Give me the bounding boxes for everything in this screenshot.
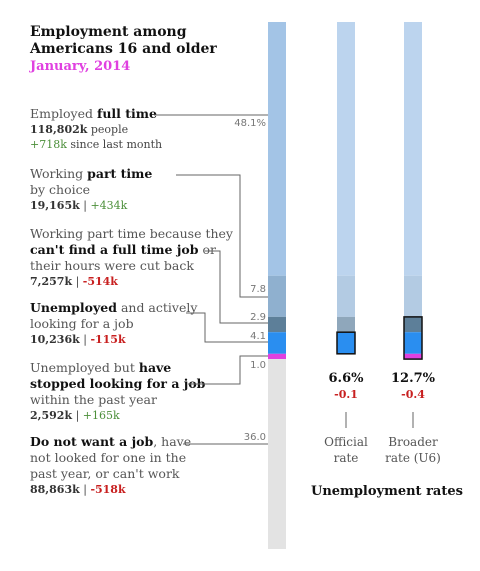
- cat-bold: can't find a full time job: [30, 242, 199, 257]
- cat-post: , have not looked for one in the past ye…: [30, 434, 192, 481]
- cat-post: within the past year: [30, 392, 157, 407]
- cat-change: +434k: [90, 199, 128, 212]
- rate-col-1-seg-4: [404, 353, 422, 360]
- leader-line-1: [176, 174, 268, 298]
- cat-change: -115k: [90, 333, 126, 346]
- rate-col-0-seg-1: [337, 275, 355, 317]
- rates-title: Unemployment rates: [311, 484, 463, 499]
- cat-people: 10,236k: [30, 333, 80, 346]
- rate-col-0-seg-2: [337, 316, 355, 333]
- cat-change-suffix: since last month: [70, 138, 163, 151]
- bar-segment-5: [268, 359, 286, 549]
- cat-pre: Working part time because they: [30, 226, 233, 241]
- leader-line-4: [188, 355, 268, 385]
- cat-pre: Working: [30, 166, 84, 181]
- cat-bold: have stopped looking for a job: [30, 360, 206, 391]
- cat-post: and actively looking for a job: [30, 300, 198, 331]
- broader-rate-change: -0.4: [401, 388, 425, 401]
- leader-line-3: [186, 312, 268, 343]
- cat-bold: full time: [96, 106, 157, 121]
- rate-label-line2: rate (U6): [385, 451, 441, 465]
- pct-label: 2.9: [250, 312, 266, 323]
- cat-nums: 2,592k | +165k: [30, 409, 120, 422]
- rate-col-1-seg-3: [404, 332, 422, 354]
- cat-change: +718k: [30, 138, 67, 151]
- cat-people: 7,257k: [30, 275, 73, 288]
- official-rate-change: -0.1: [334, 388, 358, 401]
- cat-bold: part time: [87, 166, 153, 181]
- cat-pre: Unemployed but: [30, 360, 135, 375]
- rate-col-1-highlight: [403, 316, 423, 360]
- cat-bold: Unemployed: [30, 300, 117, 315]
- category-unemployed: Unemployed and actively looking for a jo…: [30, 300, 210, 347]
- cat-nums: 7,257k | -514k: [30, 275, 118, 288]
- cat-post: or their hours were cut back: [30, 242, 216, 273]
- rate-label-line1: Broader: [388, 435, 438, 449]
- rate-col-1-top: [404, 22, 422, 276]
- cat-post: by choice: [30, 182, 91, 197]
- broader-rate-label: Broader rate (U6): [373, 434, 453, 466]
- cat-people: 118,802k: [30, 123, 88, 136]
- bar-segment-4: [268, 353, 286, 360]
- bar-segment-3: [268, 332, 286, 354]
- cat-change: -518k: [90, 483, 126, 496]
- official-rate-value: 6.6%: [328, 371, 364, 386]
- pct-label: 36.0: [243, 432, 266, 443]
- category-full-time: Employed full time 118,802k people +718k…: [30, 106, 245, 152]
- rate-col-0-seg-3: [337, 332, 355, 354]
- chart-title-block: Employment among Americans 16 and older …: [30, 24, 250, 75]
- rate-label-line2: rate: [333, 451, 359, 465]
- cat-bold: Do not want a job: [30, 434, 154, 449]
- chart-subtitle: January, 2014: [30, 59, 131, 74]
- broader-rate-value: 12.7%: [390, 371, 435, 386]
- cat-people-suffix: people: [90, 123, 129, 136]
- cat-nums: 19,165k | +434k: [30, 199, 128, 212]
- cat-pre: Employed: [30, 106, 93, 121]
- category-part-time-choice: Working part time by choice 19,165k | +4…: [30, 166, 245, 213]
- chart-title: Employment among Americans 16 and older: [30, 24, 217, 57]
- pct-label: 4.1: [250, 331, 266, 342]
- category-not-want-job: Do not want a job, have not looked for o…: [30, 434, 210, 497]
- pct-label: 1.0: [250, 360, 266, 371]
- bar-segment-0: [268, 22, 286, 276]
- leader-line-2: [205, 250, 268, 324]
- rate-col-1-seg-1: [404, 275, 422, 317]
- cat-people: 88,863k: [30, 483, 80, 496]
- rate-col-0-highlight: [336, 331, 356, 355]
- cat-people: 19,165k: [30, 199, 80, 212]
- pct-label: 7.8: [250, 284, 266, 295]
- bar-segment-1: [268, 275, 286, 317]
- cat-people: 2,592k: [30, 409, 73, 422]
- cat-nums: 88,863k | -518k: [30, 483, 126, 496]
- cat-change: +165k: [82, 409, 120, 422]
- pct-label: 48.1%: [234, 118, 266, 129]
- category-stopped-looking: Unemployed but have stopped looking for …: [30, 360, 210, 423]
- cat-change: -514k: [82, 275, 118, 288]
- rate-col-1-seg-2: [404, 316, 422, 333]
- rate-label-line1: Official: [324, 435, 368, 449]
- cat-nums: 118,802k people +718k since last month: [30, 122, 245, 152]
- category-part-time-economic: Working part time because they can't fin…: [30, 226, 245, 289]
- official-rate-label: Official rate: [306, 434, 386, 466]
- rate-col-0-top: [337, 22, 355, 276]
- cat-nums: 10,236k | -115k: [30, 333, 126, 346]
- bar-segment-2: [268, 316, 286, 333]
